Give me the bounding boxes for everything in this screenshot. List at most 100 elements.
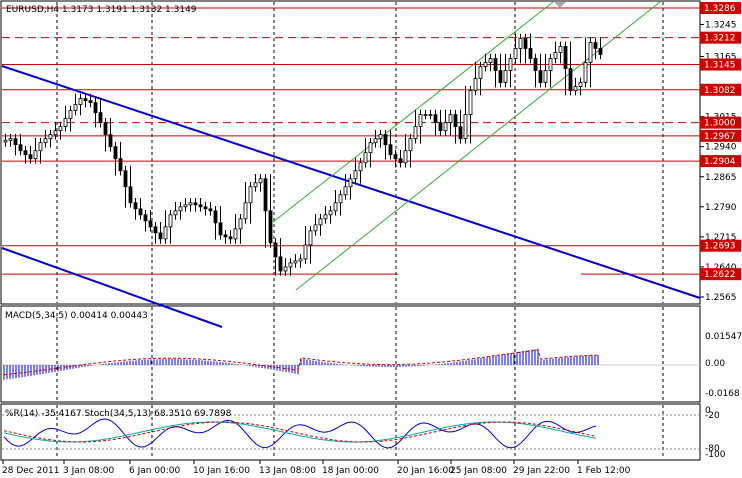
price-scale-label: 1.2715 (705, 233, 737, 243)
level-label: 1.3212 (704, 34, 736, 44)
candle-body (278, 256, 283, 272)
candle-body (63, 118, 68, 128)
level-label: 1.2967 (704, 132, 736, 142)
candle-body (423, 114, 428, 117)
candle-body (588, 42, 593, 63)
macd-header: MACD(5,34,5) 0.00414 0.00443 (5, 311, 148, 321)
candle-body (203, 206, 208, 210)
candle-body (493, 58, 498, 71)
candle-body (418, 114, 423, 128)
candle-body (98, 112, 103, 124)
level-label: 1.3145 (704, 61, 736, 71)
price-scale-label: 1.2940 (705, 143, 737, 153)
candle-body (213, 210, 218, 224)
candle-body (328, 210, 333, 216)
candle-body (358, 162, 363, 172)
candle-body (218, 222, 223, 236)
candle-body (228, 236, 233, 240)
candle-body (293, 260, 298, 264)
candle-body (353, 170, 358, 180)
candle-body (263, 178, 268, 212)
level-label: 1.3286 (704, 4, 736, 14)
candle-body (533, 58, 538, 71)
downtrend-line-lower (1, 247, 223, 328)
stoch-panel[interactable] (0, 403, 701, 461)
candle-body (158, 232, 163, 240)
macd-scale: 0.01547 0.00 -0.0168 (705, 332, 742, 399)
candle-body (143, 214, 148, 222)
price-scale-label: 1.3245 (705, 20, 737, 30)
candle-body (438, 122, 443, 132)
time-label: 29 Jan 22:00 (513, 466, 570, 476)
candle-body (338, 194, 343, 204)
level-label-box (700, 239, 741, 252)
candle-body (363, 152, 368, 164)
williams-r-line (3, 418, 597, 449)
macd-scale-label: 0.00 (705, 359, 725, 369)
candle-body (78, 98, 83, 106)
candle-body (38, 142, 43, 152)
candle-body (513, 48, 518, 59)
candle-body (238, 218, 243, 230)
candle-body (388, 144, 393, 156)
candle-body (48, 134, 53, 140)
time-label: 20 Jan 16:00 (397, 466, 454, 476)
candle-body (183, 204, 188, 208)
candle-body (118, 158, 123, 172)
candle-body (313, 224, 318, 232)
candle-body (548, 58, 553, 71)
stoch-scale: 0-20 -80-100 (705, 406, 726, 460)
time-label: 1 Feb 12:00 (577, 466, 631, 476)
candle-body (173, 210, 178, 216)
candle-body (408, 138, 413, 152)
candle-body (568, 68, 573, 91)
candle-body (538, 70, 543, 83)
level-label-box (700, 155, 741, 168)
price-scale-label: 1.2565 (705, 293, 737, 303)
candle-body (398, 158, 403, 164)
chart-shift-marker[interactable] (554, 2, 566, 8)
candle-body (348, 178, 353, 188)
level-label-box (700, 116, 741, 129)
macd-panel[interactable] (0, 305, 701, 403)
candle-body (578, 82, 583, 87)
candle-body (168, 214, 173, 228)
price-scale-label: 1.2790 (705, 203, 737, 213)
stoch-header: %R(14) -35.4167 Stoch(34,5,13) 68.3510 6… (5, 409, 232, 419)
candle-body (268, 210, 273, 244)
level-label: 1.3082 (704, 86, 736, 96)
candle-body (463, 114, 468, 140)
level-label: 1.3000 (704, 119, 736, 129)
level-label-box (700, 83, 741, 96)
candle-body (3, 139, 8, 143)
time-label: 25 Jan 08:00 (450, 466, 507, 476)
level-label-box (700, 268, 741, 281)
candle-body (593, 42, 598, 49)
time-label: 10 Jan 16:00 (193, 466, 250, 476)
candle-body (373, 138, 378, 144)
candle-body (178, 206, 183, 212)
candle-body (93, 102, 98, 114)
candle-body (288, 262, 293, 268)
candle-body (553, 52, 558, 59)
price-scale-label: 1.2865 (705, 173, 737, 183)
candle-body (383, 134, 388, 146)
level-label: 1.2622 (704, 270, 736, 280)
time-label: 18 Jan 00:00 (322, 466, 379, 476)
main-header: EURUSD,H4 1.3173 1.3191 1.3132 1.3149 (6, 5, 197, 15)
candle-body (508, 58, 513, 71)
candle-body (108, 134, 113, 148)
time-label: 3 Jan 08:00 (63, 466, 115, 476)
stoch-scale-label: 0 (705, 406, 711, 416)
candle-body (488, 58, 493, 63)
candle-body (123, 170, 128, 188)
candle-body (33, 150, 38, 160)
candle-body (248, 186, 253, 204)
candle-body (528, 48, 533, 59)
candle-body (128, 186, 133, 204)
main-panel[interactable] (0, 0, 701, 305)
candle-body (153, 226, 158, 234)
candle-body (163, 226, 168, 240)
candle-body (233, 228, 238, 240)
